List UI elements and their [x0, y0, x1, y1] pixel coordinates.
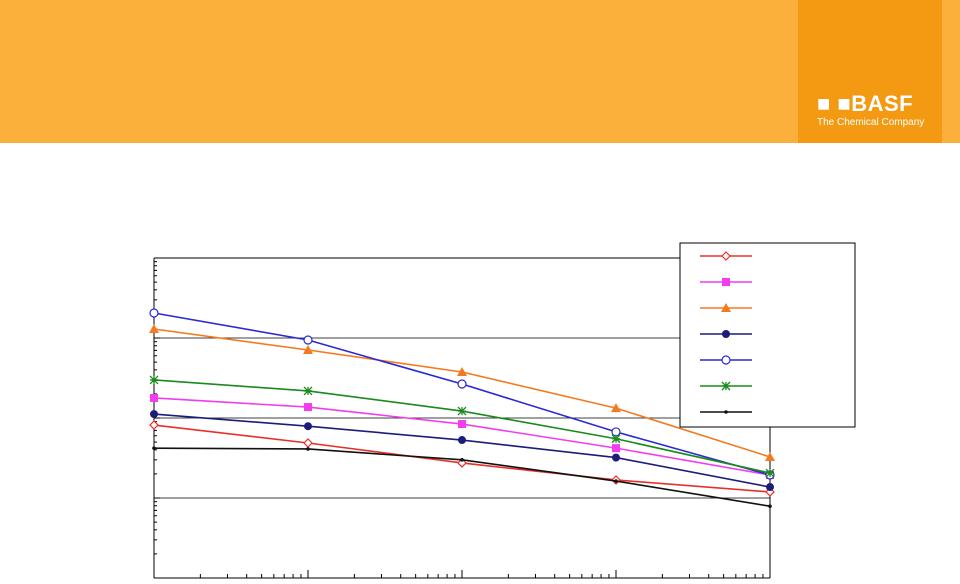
legend-marker: [724, 410, 728, 414]
data-point: [612, 444, 620, 453]
legend-marker: [721, 381, 731, 391]
legend-marker: [722, 278, 730, 286]
data-point: [611, 427, 621, 437]
series-line: [153, 312, 771, 476]
data-point: [612, 453, 620, 462]
data-point: [152, 446, 156, 450]
data-point: [457, 366, 467, 376]
legend-marker: [721, 251, 731, 261]
data-point: [457, 458, 467, 468]
data-point: [303, 438, 313, 448]
logo: ■ ■BASF: [817, 91, 914, 116]
data-point: [457, 379, 467, 389]
data-point: [150, 410, 158, 419]
data-point: [611, 403, 621, 413]
data-point: [303, 386, 313, 396]
legend-marker: [721, 303, 731, 312]
data-point: [304, 403, 312, 412]
data-point: [303, 335, 313, 345]
data-point: [149, 375, 159, 385]
data-point: [304, 422, 312, 431]
data-point: [458, 420, 466, 429]
data-point: [306, 447, 310, 451]
data-point: [768, 504, 772, 508]
data-point: [150, 393, 158, 402]
data-point: [457, 406, 467, 416]
data-point: [458, 436, 466, 445]
data-point: [149, 323, 159, 333]
data-point: [149, 308, 159, 318]
tagline: The Chemical Company: [817, 117, 925, 128]
legend-box: [679, 242, 856, 428]
data-point: [149, 420, 159, 430]
data-point: [611, 434, 621, 444]
data-point: [765, 451, 775, 461]
data-point: [614, 479, 618, 483]
series-line: [153, 447, 771, 507]
data-point: [765, 468, 775, 478]
data-point: [766, 483, 774, 492]
data-point: [460, 458, 464, 462]
legend-marker: [722, 330, 730, 338]
legend-marker: [721, 355, 731, 365]
logo-block: ■ ■BASF The Chemical Company: [798, 0, 942, 143]
data-point: [303, 344, 313, 354]
